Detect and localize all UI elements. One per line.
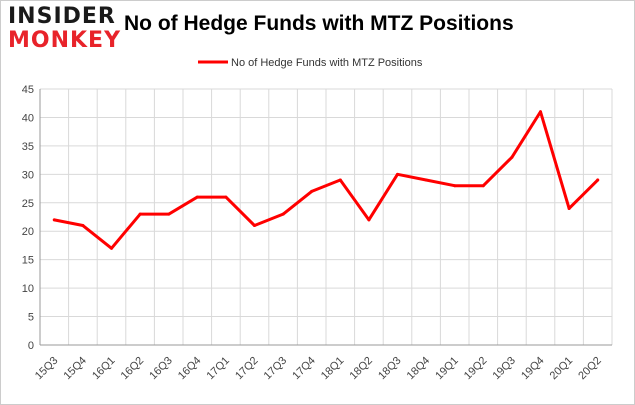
- data-point: [539, 110, 542, 114]
- y-tick-labels: 0 5 10 15 20 25 30 35 40 45: [22, 84, 34, 352]
- grid-layer: [39, 88, 613, 345]
- y-tick-label: 25: [22, 198, 34, 210]
- x-tick-label: 20Q1: [548, 355, 576, 383]
- x-tick-label: 16Q3: [147, 355, 175, 383]
- x-tick-label: 18Q2: [347, 355, 375, 383]
- data-point: [52, 218, 56, 222]
- data-point: [81, 224, 85, 228]
- data-point: [481, 184, 485, 188]
- x-tick-label: 17Q3: [262, 355, 290, 383]
- x-tick-label: 17Q2: [233, 355, 261, 383]
- data-point: [596, 178, 600, 182]
- x-tick-label: 18Q1: [319, 355, 347, 383]
- data-point: [281, 212, 285, 216]
- x-tick-label: 20Q2: [576, 355, 604, 383]
- series-layer: [52, 110, 600, 250]
- y-tick-label: 5: [28, 312, 34, 324]
- y-tick-label: 15: [22, 255, 34, 267]
- axis-layer: [39, 89, 612, 346]
- data-point: [253, 224, 256, 228]
- logo-line-monkey: MONKEY: [8, 28, 122, 53]
- y-tick-label: 30: [22, 169, 34, 181]
- chart-title: No of Hedge Funds with MTZ Positions: [124, 12, 514, 35]
- y-tick-label: 20: [22, 226, 34, 238]
- data-point: [453, 184, 457, 188]
- x-tick-label: 19Q2: [462, 355, 490, 383]
- data-point: [367, 218, 371, 222]
- data-point: [195, 195, 199, 199]
- x-tick-label: 19Q3: [490, 355, 518, 383]
- x-tick-label: 18Q4: [405, 355, 433, 383]
- y-tick-label: 40: [22, 112, 34, 124]
- x-tick-label: 15Q3: [33, 355, 61, 383]
- x-tick-label: 19Q4: [519, 355, 547, 383]
- x-tick-label: 15Q4: [61, 355, 89, 383]
- data-point: [338, 178, 342, 182]
- logo-line-insider: INSIDER: [8, 4, 116, 29]
- data-point: [224, 195, 228, 199]
- data-point: [310, 189, 314, 193]
- y-tick-label: 10: [22, 283, 34, 295]
- legend: No of Hedge Funds with MTZ Positions: [198, 57, 423, 69]
- y-tick-label: 45: [22, 84, 34, 96]
- x-tick-label: 16Q2: [119, 355, 147, 383]
- data-point: [167, 212, 171, 216]
- x-tick-label: 16Q1: [90, 355, 118, 383]
- y-tick-label: 35: [22, 141, 34, 153]
- data-point: [110, 246, 113, 250]
- data-point: [510, 155, 514, 159]
- x-tick-label: 17Q4: [290, 355, 318, 383]
- series-line: [52, 110, 600, 250]
- y-tick-label: 0: [28, 340, 34, 352]
- data-point: [424, 178, 428, 182]
- x-tick-label: 19Q1: [433, 355, 461, 383]
- data-point: [396, 172, 399, 176]
- x-tick-label: 17Q1: [204, 355, 232, 383]
- legend-label: No of Hedge Funds with MTZ Positions: [231, 57, 423, 69]
- x-tick-labels: 15Q3 15Q4 16Q1 16Q2 16Q3 16Q4 17Q1 17Q2 17Q3 17Q4…: [33, 355, 604, 383]
- insider-monkey-logo: INSIDER MONKEY: [8, 4, 120, 54]
- x-tick-label: 16Q4: [176, 355, 204, 383]
- x-tick-label: 18Q3: [376, 355, 404, 383]
- data-point: [138, 212, 142, 216]
- data-point: [567, 206, 571, 210]
